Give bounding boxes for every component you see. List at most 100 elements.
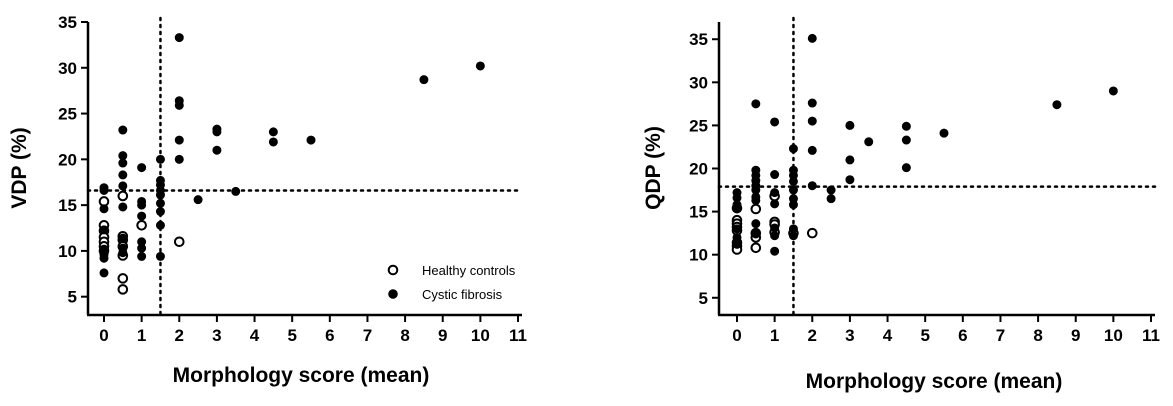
cystic-fibrosis-point xyxy=(155,154,165,164)
x-tick-label: 4 xyxy=(250,326,260,345)
x-axis-title: Morphology score (mean) xyxy=(173,364,430,387)
healthy-control-point xyxy=(136,219,147,231)
healthy-control-point xyxy=(117,190,129,202)
x-tick-label: 2 xyxy=(808,326,817,345)
healthy-control-point xyxy=(173,236,185,248)
legend-marker xyxy=(387,264,399,276)
cystic-fibrosis-point xyxy=(137,211,147,221)
cystic-fibrosis-point xyxy=(137,251,147,261)
x-tick-label: 0 xyxy=(732,326,741,345)
y-tick-label: 20 xyxy=(58,150,77,169)
y-axis-title: QDP (%) xyxy=(642,126,665,210)
cystic-fibrosis-point xyxy=(475,61,485,71)
cystic-fibrosis-point xyxy=(807,33,817,43)
x-axis-title: Morphology score (mean) xyxy=(806,370,1063,393)
vdp-panel: 5 10 15 20 25 30 35 0 1 2 3 4 5 6 7 8 9 10 11 Morphology sc… xyxy=(8,13,527,387)
cystic-fibrosis-point xyxy=(845,155,855,165)
healthy-control-point xyxy=(117,273,129,284)
x-tick-label: 9 xyxy=(438,326,447,345)
cystic-fibrosis-point xyxy=(118,170,128,180)
cystic-fibrosis-point xyxy=(155,190,165,200)
y-tick-label: 5 xyxy=(68,288,77,307)
y-tick-label: 10 xyxy=(58,242,77,261)
cystic-fibrosis-point xyxy=(118,158,128,168)
cystic-fibrosis-point xyxy=(155,198,165,208)
cystic-fibrosis-point xyxy=(732,239,742,249)
y-tick-label: 30 xyxy=(58,59,77,78)
cystic-fibrosis-point xyxy=(155,251,165,261)
cystic-fibrosis-point xyxy=(807,116,817,126)
x-tick-label: 3 xyxy=(845,326,854,345)
cystic-fibrosis-point xyxy=(1108,86,1118,96)
cystic-fibrosis-point xyxy=(770,223,780,233)
cystic-fibrosis-point xyxy=(137,200,147,210)
legend-label: Cystic fibrosis xyxy=(422,287,503,302)
x-tick-label: 4 xyxy=(883,326,893,345)
cystic-fibrosis-point xyxy=(770,231,780,241)
cystic-fibrosis-point xyxy=(826,194,836,204)
x-tick-label: 7 xyxy=(363,326,372,345)
y-tick-label: 15 xyxy=(689,203,708,222)
x-tick-label: 9 xyxy=(1071,326,1080,345)
cystic-fibrosis-point xyxy=(807,145,817,155)
cystic-fibrosis-point xyxy=(268,127,278,137)
legend-marker xyxy=(388,289,398,299)
cystic-fibrosis-point xyxy=(770,117,780,127)
y-tick-label: 35 xyxy=(58,13,77,32)
cystic-fibrosis-point xyxy=(99,225,109,235)
cystic-fibrosis-point xyxy=(155,220,165,230)
x-tick-label: 8 xyxy=(1033,326,1042,345)
cystic-fibrosis-point xyxy=(118,125,128,135)
cystic-fibrosis-point xyxy=(99,268,109,278)
y-tick-label: 20 xyxy=(689,160,708,179)
cystic-fibrosis-point xyxy=(807,181,817,191)
cystic-fibrosis-point xyxy=(419,75,429,85)
cystic-fibrosis-point xyxy=(231,186,241,196)
cystic-fibrosis-point xyxy=(939,128,949,138)
cystic-fibrosis-point xyxy=(118,151,128,161)
cystic-fibrosis-point xyxy=(174,33,184,43)
x-tick-label: 3 xyxy=(212,326,221,345)
legend-label: Healthy controls xyxy=(422,263,516,278)
cystic-fibrosis-point xyxy=(118,202,128,212)
x-tick-label: 1 xyxy=(770,326,779,345)
healthy-control-point xyxy=(806,227,818,239)
cystic-fibrosis-point xyxy=(770,199,780,209)
cystic-fibrosis-point xyxy=(788,176,798,186)
y-tick-label: 25 xyxy=(689,116,708,135)
y-tick-label: 25 xyxy=(58,105,77,124)
cystic-fibrosis-point xyxy=(770,246,780,256)
y-tick-label: 35 xyxy=(689,30,708,49)
x-tick-label: 5 xyxy=(920,326,929,345)
cystic-fibrosis-point xyxy=(99,185,109,195)
cystic-fibrosis-point xyxy=(788,185,798,195)
cystic-fibrosis-point xyxy=(137,243,147,253)
cystic-fibrosis-point xyxy=(845,120,855,130)
x-tick-label: 11 xyxy=(1142,326,1160,345)
cystic-fibrosis-point xyxy=(155,207,165,217)
cystic-fibrosis-point xyxy=(845,175,855,185)
cystic-fibrosis-point xyxy=(99,253,109,263)
x-tick-label: 11 xyxy=(509,326,527,345)
x-tick-label: 8 xyxy=(400,326,409,345)
y-tick-label: 30 xyxy=(689,73,708,92)
x-tick-label: 2 xyxy=(175,326,184,345)
healthy-control-point xyxy=(750,203,762,215)
cystic-fibrosis-point xyxy=(901,135,911,145)
x-tick-label: 5 xyxy=(287,326,296,345)
cystic-fibrosis-point xyxy=(137,163,147,173)
y-tick-label: 5 xyxy=(699,289,708,308)
cystic-fibrosis-point xyxy=(770,188,780,198)
cystic-fibrosis-point xyxy=(770,170,780,180)
cystic-fibrosis-point xyxy=(268,137,278,147)
y-axis-title: VDP (%) xyxy=(8,127,31,208)
cystic-fibrosis-point xyxy=(826,185,836,195)
cystic-fibrosis-point xyxy=(732,224,742,234)
cystic-fibrosis-point xyxy=(212,145,222,155)
cystic-fibrosis-point xyxy=(174,100,184,110)
cystic-fibrosis-point xyxy=(751,229,761,239)
cystic-fibrosis-point xyxy=(788,231,798,241)
cystic-fibrosis-point xyxy=(212,127,222,137)
cystic-fibrosis-point xyxy=(306,135,316,145)
